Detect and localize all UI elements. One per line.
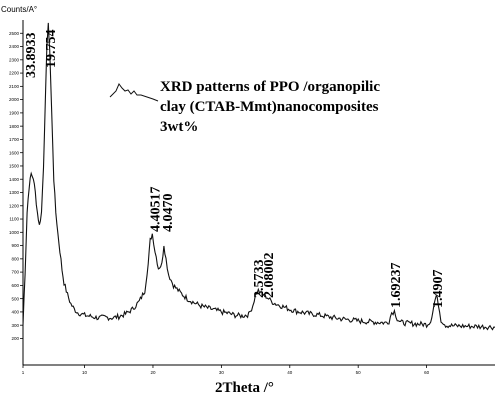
legend-text: XRD patterns of PPO /organopilic clay (C…: [160, 79, 384, 135]
y-tick-label: 2400: [9, 44, 20, 49]
y-axis-label: Counts/A°: [1, 5, 37, 14]
y-tick-label: 1500: [9, 164, 20, 169]
y-tick-label: 500: [11, 296, 19, 301]
peak-label: 33.8933: [24, 32, 39, 78]
x-tick-label: 10: [82, 370, 88, 375]
y-tick-label: 700: [11, 270, 19, 275]
y-tick-label: 600: [11, 283, 19, 288]
x-tick-group: 1 10 20 30 40 50 60: [22, 365, 430, 375]
peak-label: 2.5733: [252, 260, 267, 299]
y-tick-label: 1300: [9, 190, 20, 195]
x-axis-title: 2Theta /°: [215, 380, 274, 396]
y-tick-label: 1000: [9, 230, 20, 235]
y-tick-label: 200: [11, 336, 19, 341]
peak-label: 4.0470: [161, 194, 176, 233]
y-tick-label: 2300: [9, 57, 20, 62]
x-tick-label: 20: [150, 370, 156, 375]
y-tick-label: 1900: [9, 110, 20, 115]
series-layer: [22, 22, 496, 331]
y-tick-label: 1200: [9, 203, 20, 208]
x-tick-label: 50: [356, 370, 362, 375]
peak-label: 1.69237: [389, 263, 404, 309]
y-tick-label: 900: [11, 243, 19, 248]
peak-label: 2.08002: [262, 253, 277, 299]
y-tick-label: 1400: [9, 177, 20, 182]
chart-axes: [22, 20, 495, 366]
legend: XRD patterns of PPO /organopilic clay (C…: [109, 79, 384, 135]
x-tick-label: 30: [219, 370, 225, 375]
peak-label: 4.40517: [149, 187, 164, 233]
y-tick-label: 1600: [9, 150, 20, 155]
y-tick-label: 2500: [9, 31, 20, 36]
peak-label: 19.754: [44, 30, 59, 69]
y-tick-label: 400: [11, 310, 19, 315]
y-tick-label: 300: [11, 323, 19, 328]
legend-line-sample: [109, 83, 159, 102]
y-tick-label: 1100: [9, 217, 19, 222]
y-tick-label: 1700: [9, 137, 20, 142]
y-tick-group: 200 300 400 500 600 700 800 900 1000 1100 1200 1300…: [9, 31, 23, 341]
x-tick-label: 60: [424, 370, 430, 375]
y-tick-label: 1800: [9, 124, 20, 129]
peak-label: 1.4907: [431, 270, 446, 309]
x-tick-label: 40: [287, 370, 293, 375]
y-tick-label: 2000: [9, 97, 20, 102]
xrd-series-line: [22, 22, 496, 331]
y-tick-label: 2200: [9, 71, 20, 76]
x-tick-label: 1: [22, 370, 25, 375]
y-tick-label: 800: [11, 256, 19, 261]
y-tick-label: 2100: [9, 84, 20, 89]
